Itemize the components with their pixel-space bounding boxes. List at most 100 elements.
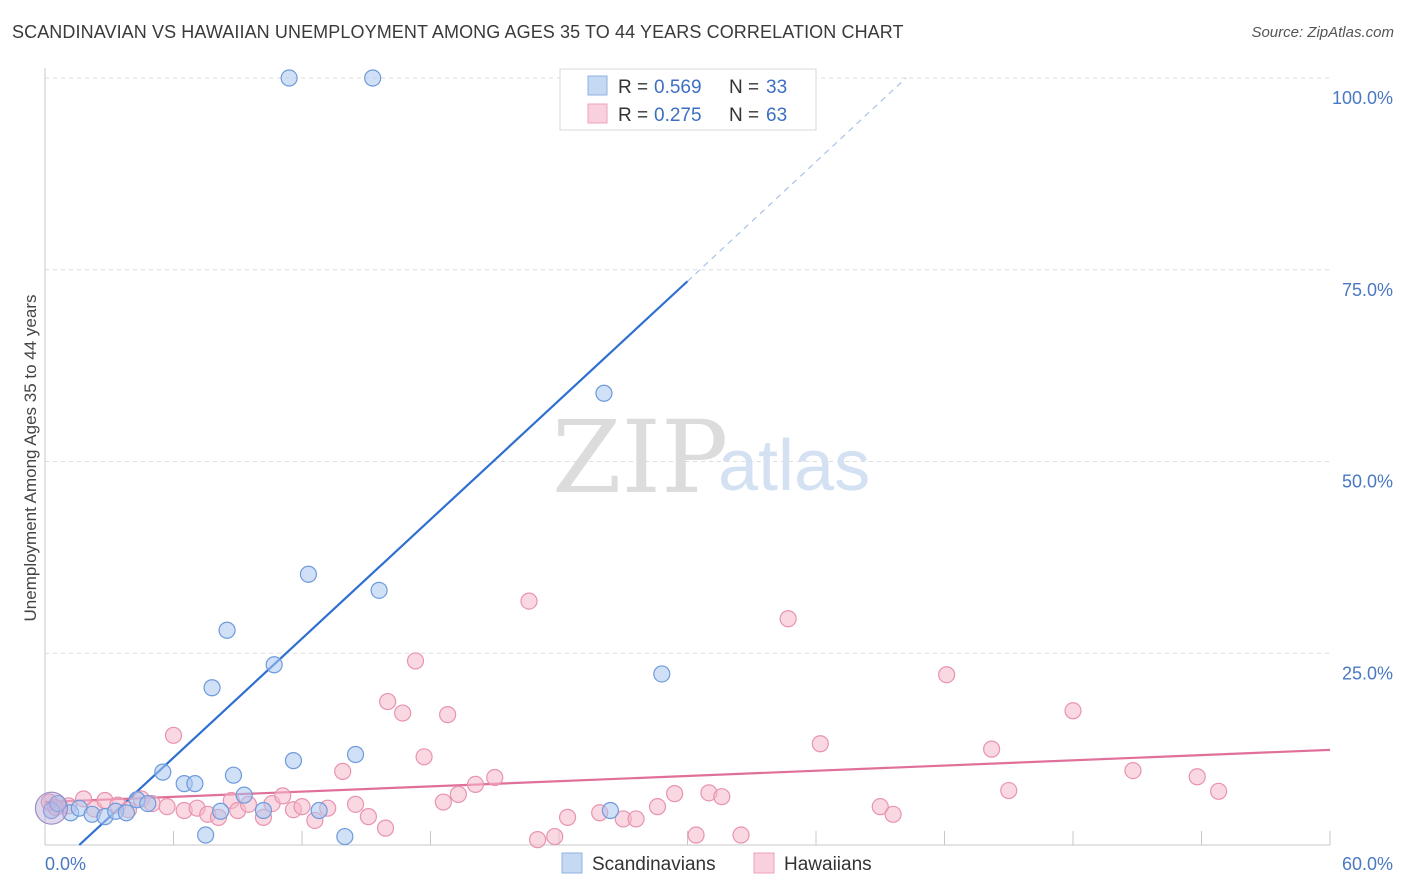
point-scandinavians-25	[336, 827, 354, 846]
point-hawaiians-57	[983, 740, 1001, 758]
legend-n-label-1: N =	[729, 77, 759, 98]
point-cluster-origin	[34, 791, 69, 825]
point-hawaiians-34	[434, 793, 452, 811]
point-scandinavians-12	[186, 775, 204, 793]
series-swatch-hawaiians	[753, 852, 775, 874]
point-scandinavians-23	[299, 565, 318, 583]
point-hawaiians-30	[379, 692, 397, 711]
x-tick-labels: 0.0% 60.0%	[45, 854, 1393, 874]
legend-swatch-hawaiians	[587, 103, 608, 124]
point-hawaiians-10	[158, 798, 176, 816]
trend-line-scandinavians	[78, 280, 689, 846]
legend-r-value-1: 0.569	[654, 77, 702, 98]
point-scandinavians-10	[154, 763, 172, 781]
point-hawaiians-53	[811, 735, 829, 753]
point-hawaiians-45	[627, 810, 645, 828]
trend-lines	[44, 77, 1331, 846]
watermark-atlas: atlas	[718, 426, 870, 506]
y-tick-label-2: 75.0%	[1342, 280, 1393, 300]
legend-r-label-2: R =	[618, 105, 648, 126]
point-hawaiians-51	[732, 826, 750, 844]
point-hawaiians-23	[293, 798, 311, 816]
point-scandinavians-30	[595, 384, 613, 402]
point-hawaiians-29	[376, 819, 395, 837]
point-scandinavians-17	[224, 766, 243, 784]
point-scandinavians-13	[197, 826, 215, 844]
point-hawaiians-62	[1210, 782, 1228, 800]
watermark: ZIP atlas	[552, 399, 870, 516]
point-scandinavians-26	[346, 745, 365, 764]
legend-n-value-2: 63	[766, 105, 787, 126]
point-scandinavians-16	[218, 621, 236, 639]
point-scandinavians-20	[265, 656, 283, 674]
chart-title: SCANDINAVIAN VS HAWAIIAN UNEMPLOYMENT AM…	[12, 22, 904, 42]
point-hawaiians-52	[779, 610, 797, 628]
watermark-zip: ZIP	[552, 399, 728, 516]
point-hawaiians-27	[346, 795, 365, 813]
x-tick-label-0: 0.0%	[45, 854, 86, 874]
point-hawaiians-26	[334, 762, 352, 780]
point-scandinavians-1	[49, 794, 67, 813]
x-tick-label-1: 60.0%	[1342, 854, 1393, 874]
point-hawaiians-50	[713, 788, 731, 806]
y-axis-title: Unemployment Among Ages 35 to 44 years	[21, 295, 40, 622]
data-points	[34, 69, 1228, 849]
point-hawaiians-56	[938, 666, 956, 684]
grid-lines	[45, 77, 1330, 654]
point-hawaiians-21	[274, 787, 292, 805]
point-hawaiians-11	[164, 726, 183, 744]
y-tick-label-0: 25.0%	[1342, 663, 1393, 683]
point-scandinavians-28	[370, 581, 388, 599]
point-scandinavians-19	[254, 801, 273, 820]
point-scandinavians-9	[139, 794, 157, 813]
point-hawaiians-36	[449, 785, 467, 803]
point-hawaiians-32	[406, 652, 425, 670]
point-scandinavians-31	[601, 801, 620, 820]
point-scandinavians-27	[364, 69, 382, 87]
point-scandinavians-21	[280, 69, 298, 87]
trend-line-hawaiians	[44, 748, 1331, 804]
legend-n-value-1: 33	[766, 77, 787, 98]
point-scandinavians-18	[235, 786, 253, 804]
legend-swatch-scandinavians	[587, 75, 608, 96]
y-tick-labels: 25.0% 50.0% 75.0% 100.0%	[1332, 88, 1393, 683]
point-hawaiians-54	[871, 798, 889, 816]
y-tick-label-1: 50.0%	[1342, 472, 1393, 492]
series-legend: Scandinavians Hawaiians	[561, 852, 872, 875]
point-hawaiians-31	[394, 704, 412, 722]
point-scandinavians-15	[212, 802, 230, 820]
series-label-hawaiians: Hawaiians	[784, 854, 872, 875]
point-hawaiians-39	[520, 592, 538, 610]
point-hawaiians-58	[1000, 781, 1018, 800]
legend-r-label-1: R =	[618, 77, 648, 98]
point-hawaiians-38	[486, 768, 504, 787]
point-hawaiians-28	[359, 808, 377, 826]
y-tick-label-3: 100.0%	[1332, 88, 1393, 108]
point-hawaiians-40	[528, 831, 547, 849]
point-hawaiians-37	[466, 775, 485, 794]
series-swatch-scandinavians	[561, 852, 583, 874]
point-hawaiians-47	[666, 785, 684, 803]
point-scandinavians-24	[310, 801, 328, 820]
point-hawaiians-42	[558, 808, 577, 826]
point-hawaiians-59	[1064, 702, 1082, 720]
point-hawaiians-35	[439, 706, 457, 724]
legend-n-label-2: N =	[729, 105, 759, 126]
legend-r-value-2: 0.275	[654, 105, 702, 126]
point-scandinavians-14	[203, 679, 221, 697]
point-hawaiians-48	[687, 826, 705, 844]
source-label: Source: ZipAtlas.com	[1251, 24, 1394, 41]
trend-line-extension-scandinavians	[687, 77, 907, 282]
point-hawaiians-46	[648, 798, 667, 816]
point-hawaiians-41	[546, 827, 564, 846]
series-label-scandinavians: Scandinavians	[592, 854, 716, 875]
point-scandinavians-7	[117, 804, 135, 822]
point-hawaiians-33	[415, 748, 433, 766]
point-scandinavians-22	[284, 752, 303, 770]
point-hawaiians-55	[884, 805, 902, 823]
point-hawaiians-60	[1124, 762, 1142, 780]
point-scandinavians-32	[653, 665, 671, 683]
point-hawaiians-61	[1188, 768, 1206, 786]
correlation-legend: R = 0.569 N = 33 R = 0.275 N = 63	[559, 68, 817, 131]
